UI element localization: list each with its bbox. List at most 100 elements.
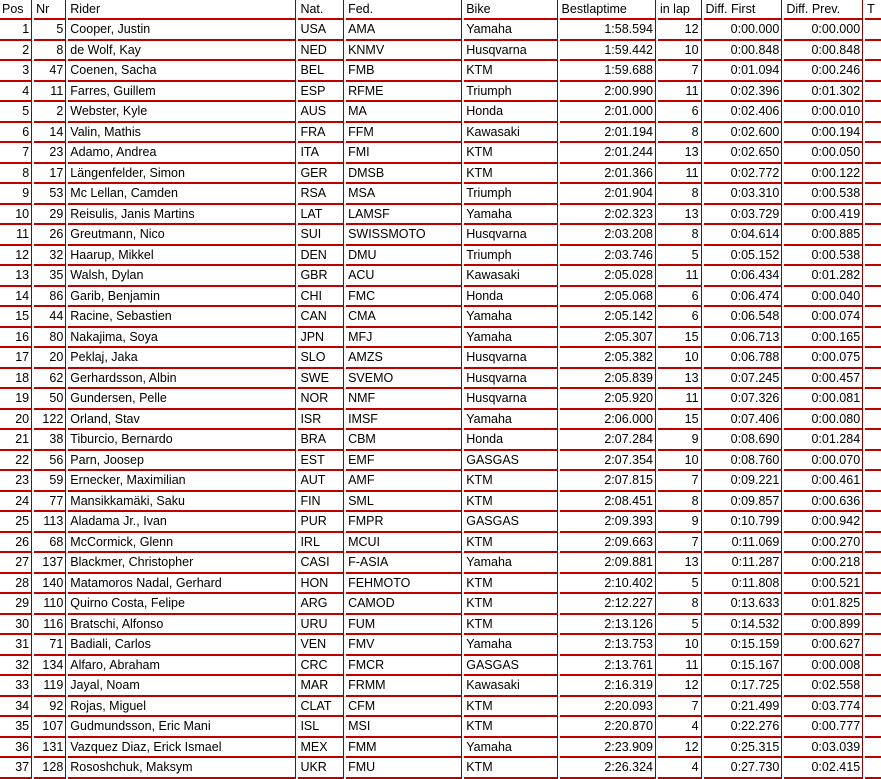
cell-bike: Triumph [464,184,558,205]
cell-rider: Adamo, Andrea [68,143,297,164]
cell-fed: FUM [346,614,463,635]
cell-bike: Honda [464,430,558,451]
column-header-t[interactable]: T [865,0,881,20]
cell-diff-prev: 0:00.777 [784,717,864,738]
column-header-nat[interactable]: Nat. [298,0,345,20]
cell-pos: 19 [0,389,33,410]
cell-bestlaptime: 2:03.746 [559,245,656,266]
cell-diff-prev: 0:01.302 [784,81,864,102]
cell-pos: 25 [0,512,33,533]
cell-t [865,246,881,266]
column-header-diff-prev[interactable]: Diff. Prev. [784,0,864,20]
cell-diff-prev: 0:01.825 [784,594,864,615]
cell-in-lap: 11 [657,266,702,287]
cell-pos: 28 [0,573,33,594]
table-row: 8 17 Längenfelder, Simon GER DMSB KTM 2:01.366… [0,163,881,184]
cell-bike: Yamaha [464,737,558,758]
cell-fed: MSI [346,717,463,738]
cell-fed: CMA [346,307,463,328]
table-row: 19 50 Gundersen, Pelle NOR NMF Husqvarna 2:05.… [0,389,881,410]
cell-pos: 2 [0,40,33,61]
cell-diff-first: 0:22.276 [703,717,783,738]
cell-diff-prev: 0:00.008 [784,655,864,676]
cell-bike: Kawasaki [464,266,558,287]
table-row: 23 59 Ernecker, Maximilian AUT AMF KTM 2:07.81… [0,471,881,492]
cell-in-lap: 13 [657,368,702,389]
cell-nat: GBR [298,266,345,287]
cell-nr: 128 [34,758,67,779]
cell-nat: BRA [298,430,345,451]
cell-rider: Mansikkamäki, Saku [68,491,297,512]
cell-diff-prev: 0:00.538 [784,245,864,266]
column-header-bike[interactable]: Bike [464,0,558,20]
column-header-rider[interactable]: Rider [68,0,297,20]
cell-nr: 116 [34,614,67,635]
cell-nat: LAT [298,204,345,225]
column-header-pos[interactable]: Pos [0,0,33,20]
table-row: 36 131 Vazquez Diaz, Erick Ismael MEX FMM Yam… [0,737,881,758]
cell-bike: Husqvarna [464,40,558,61]
cell-fed: FMV [346,635,463,656]
cell-bike: KTM [464,696,558,717]
cell-in-lap: 5 [657,573,702,594]
cell-bike: Triumph [464,81,558,102]
table-row: 9 53 Mc Lellan, Camden RSA MSA Triumph 2:01.90… [0,184,881,205]
column-header-bestlaptime[interactable]: Bestlaptime [559,0,656,20]
cell-t [865,758,881,779]
cell-diff-prev: 0:00.040 [784,286,864,307]
cell-diff-first: 0:09.857 [703,491,783,512]
cell-fed: FEHMOTO [346,573,463,594]
cell-bestlaptime: 2:20.093 [559,696,656,717]
cell-bike: Yamaha [464,327,558,348]
cell-rider: Peklaj, Jaka [68,348,297,369]
cell-bestlaptime: 2:01.244 [559,143,656,164]
column-header-in-lap[interactable]: in lap [657,0,702,20]
cell-bestlaptime: 2:01.366 [559,163,656,184]
cell-fed: FMC [346,286,463,307]
cell-rider: Längenfelder, Simon [68,163,297,184]
cell-nat: GER [298,163,345,184]
cell-bestlaptime: 2:05.920 [559,389,656,410]
cell-nat: USA [298,20,345,41]
cell-fed: SWISSMOTO [346,225,463,246]
column-header-nr[interactable]: Nr [34,0,67,20]
cell-diff-first: 0:14.532 [703,614,783,635]
cell-nat: NOR [298,389,345,410]
cell-pos: 35 [0,717,33,738]
cell-nat: CASI [298,553,345,574]
cell-diff-prev: 0:02.558 [784,676,864,697]
cell-t [865,205,881,225]
cell-diff-prev: 0:00.461 [784,471,864,492]
cell-nat: UKR [298,758,345,779]
column-header-fed[interactable]: Fed. [346,0,463,20]
cell-bike: KTM [464,573,558,594]
cell-pos: 8 [0,163,33,184]
cell-pos: 36 [0,737,33,758]
cell-bike: KTM [464,61,558,82]
cell-nr: 38 [34,430,67,451]
cell-pos: 26 [0,532,33,553]
cell-nr: 50 [34,389,67,410]
cell-diff-prev: 0:00.419 [784,204,864,225]
table-row: 37 128 Rososhchuk, Maksym UKR FMU KTM 2:26.324… [0,758,881,779]
cell-bestlaptime: 2:05.307 [559,327,656,348]
cell-diff-prev: 0:00.538 [784,184,864,205]
cell-diff-prev: 0:00.075 [784,348,864,369]
cell-in-lap: 11 [657,389,702,410]
cell-in-lap: 13 [657,553,702,574]
cell-bestlaptime: 2:06.000 [559,409,656,430]
cell-nr: 80 [34,327,67,348]
cell-in-lap: 7 [657,61,702,82]
cell-diff-first: 0:13.633 [703,594,783,615]
cell-nr: 62 [34,368,67,389]
cell-nat: CLAT [298,696,345,717]
cell-bestlaptime: 2:01.904 [559,184,656,205]
cell-diff-first: 0:06.788 [703,348,783,369]
cell-fed: FMM [346,737,463,758]
column-header-diff-first[interactable]: Diff. First [703,0,783,20]
cell-bestlaptime: 2:12.227 [559,594,656,615]
cell-in-lap: 12 [657,737,702,758]
cell-rider: Jayal, Noam [68,676,297,697]
cell-bestlaptime: 2:16.319 [559,676,656,697]
cell-nr: 131 [34,737,67,758]
